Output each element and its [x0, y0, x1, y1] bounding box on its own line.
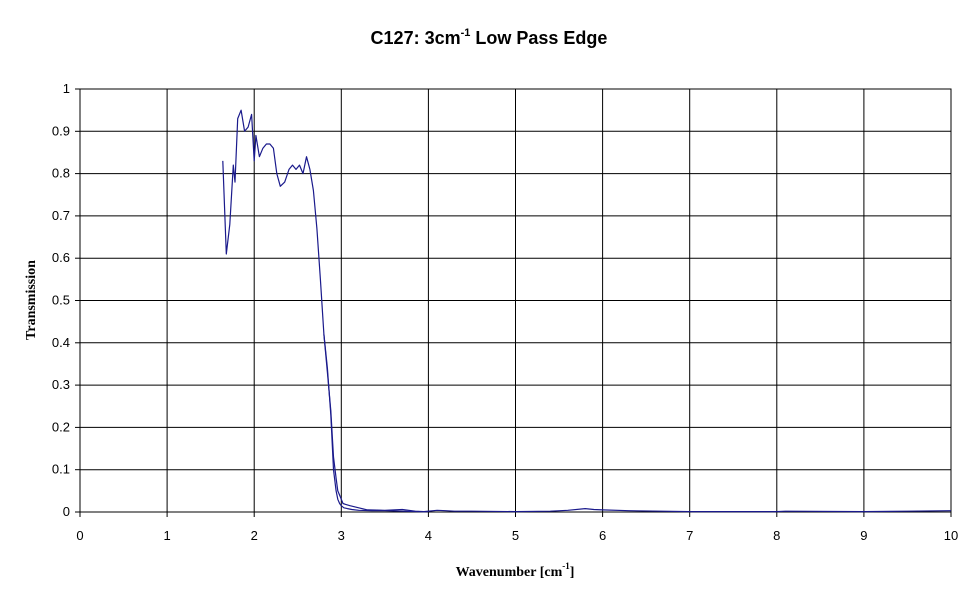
x-axis-label-main: Wavenumber [cm	[456, 565, 563, 580]
x-tick-label: 1	[163, 528, 170, 543]
series-layer	[222, 109, 952, 513]
y-tick-label: 0.2	[52, 419, 70, 434]
y-tick-label: 0.3	[52, 377, 70, 392]
series-line-2	[323, 334, 429, 513]
x-tick-label: 5	[512, 528, 519, 543]
y-tick-label: 1	[63, 81, 70, 96]
x-tick-label: 0	[76, 528, 83, 543]
x-axis-label: Wavenumber [cm-1]	[456, 561, 575, 580]
x-tick-label: 8	[773, 528, 780, 543]
y-tick-label: 0.4	[52, 335, 70, 350]
chart-title-sup: -1	[461, 27, 471, 39]
y-tick-label: 0.5	[52, 293, 70, 308]
y-tick-label: 0.7	[52, 208, 70, 223]
x-tick-label: 3	[338, 528, 345, 543]
x-tick-labels: 0 1 2 3 4 5 6 7 8 9 10	[76, 528, 958, 543]
chart-title-main: C127: 3cm	[371, 28, 461, 48]
x-tick-label: 6	[599, 528, 606, 543]
x-tick-label: 7	[686, 528, 693, 543]
y-tick-label: 0.9	[52, 123, 70, 138]
y-tick-label: 0	[63, 504, 70, 519]
x-tick-label: 9	[860, 528, 867, 543]
x-tick-label: 10	[944, 528, 958, 543]
y-axis-label: Transmission	[24, 260, 39, 340]
grid	[75, 88, 952, 517]
y-tick-label: 0.6	[52, 250, 70, 265]
chart-title-rest: Low Pass Edge	[470, 28, 607, 48]
x-tick-label: 4	[425, 528, 432, 543]
x-axis-label-sup: -1	[562, 561, 570, 571]
chart-title: C127: 3cm-1 Low Pass Edge	[371, 27, 608, 48]
y-tick-label: 0.8	[52, 166, 70, 181]
y-tick-labels: 0 0.1 0.2 0.3 0.4 0.5 0.6 0.7 0.8 0.9 1	[52, 81, 70, 519]
x-tick-label: 2	[251, 528, 258, 543]
y-tick-label: 0.1	[52, 462, 70, 477]
x-axis-label-rest: ]	[570, 565, 575, 580]
